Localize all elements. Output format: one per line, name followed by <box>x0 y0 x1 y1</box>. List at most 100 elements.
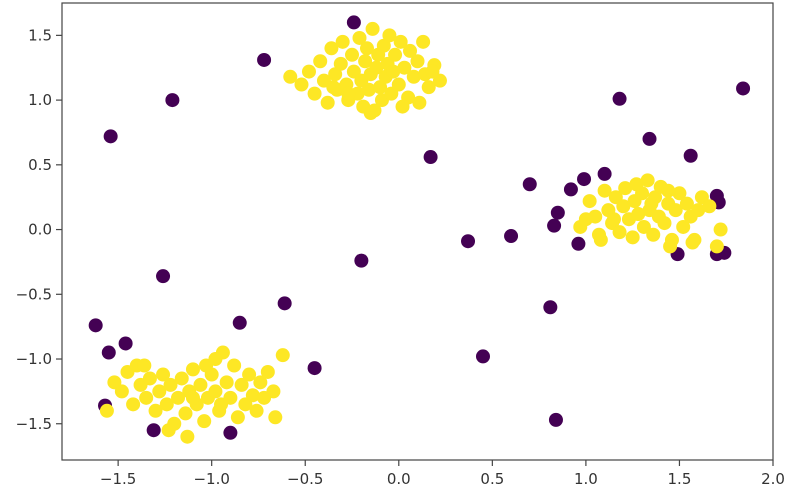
x-tick-label: 1.5 <box>668 470 692 488</box>
x-tick-label: 1.0 <box>574 470 598 488</box>
scatter-point-series-0-13 <box>550 205 565 220</box>
scatter-point-series-1-28 <box>373 80 388 95</box>
scatter-point-series-0-35 <box>146 423 161 438</box>
scatter-point-series-1-109 <box>152 384 167 399</box>
scatter-point-series-0-6 <box>736 81 751 96</box>
scatter-point-series-1-138 <box>260 364 275 379</box>
scatter-point-series-1-98 <box>644 196 659 211</box>
scatter-point-series-0-12 <box>597 166 612 181</box>
scatter-point-series-1-131 <box>234 377 249 392</box>
scatter-point-series-1-91 <box>709 239 724 254</box>
scatter-point-series-0-33 <box>548 412 563 427</box>
scatter-point-series-1-39 <box>397 60 412 75</box>
scatter-point-series-1-139 <box>266 384 281 399</box>
scatter-point-series-0-15 <box>504 229 519 244</box>
scatter-point-series-1-120 <box>193 377 208 392</box>
scatter-point-series-1-99 <box>661 183 676 198</box>
scatter-point-series-1-33 <box>382 28 397 43</box>
scatter-point-series-0-32 <box>543 300 558 315</box>
x-tick-label: 0.0 <box>387 470 411 488</box>
scatter-point-series-1-97 <box>629 177 644 192</box>
scatter-point-series-1-121 <box>197 414 212 429</box>
scatter-point-series-0-17 <box>571 236 586 251</box>
scatter-point-series-0-3 <box>103 129 118 144</box>
scatter-point-series-1-10 <box>333 56 348 71</box>
scatter-point-series-1-83 <box>676 219 691 234</box>
y-tick-label: −1.0 <box>16 350 52 368</box>
scatter-points <box>88 15 751 444</box>
scatter-point-series-1-72 <box>640 173 655 188</box>
scatter-point-series-1-21 <box>359 41 374 56</box>
scatter-point-series-1-82 <box>672 186 687 201</box>
x-tick-label: 0.5 <box>480 470 504 488</box>
x-tick-label: −0.5 <box>287 470 323 488</box>
scatter-point-series-0-23 <box>354 253 369 268</box>
scatter-point-series-1-96 <box>578 212 593 227</box>
scatter-point-series-1-26 <box>369 60 384 75</box>
scatter-point-series-0-9 <box>522 177 537 192</box>
scatter-point-series-0-26 <box>232 315 247 330</box>
scatter-point-series-1-110 <box>156 367 171 382</box>
scatter-point-series-0-7 <box>642 131 657 146</box>
scatter-point-series-1-87 <box>691 203 706 218</box>
scatter-point-series-0-1 <box>257 52 272 67</box>
y-tick-label: −0.5 <box>16 285 52 303</box>
scatter-point-series-1-127 <box>219 375 234 390</box>
scatter-point-series-1-37 <box>391 77 406 92</box>
scatter-point-series-0-24 <box>156 269 171 284</box>
scatter-point-series-1-143 <box>161 423 176 438</box>
scatter-point-series-0-14 <box>547 218 562 233</box>
axes-frame <box>61 2 774 461</box>
scatter-point-series-1-92 <box>685 235 700 250</box>
x-axis-ticks: −1.5 −1.0 −0.5 0.0 0.5 1.0 1.5 2.0 <box>100 460 785 488</box>
scatter-point-series-1-89 <box>702 199 717 214</box>
scatter-point-series-1-140 <box>275 348 290 363</box>
scatter-point-series-1-118 <box>185 362 200 377</box>
scatter-point-series-0-31 <box>475 349 490 364</box>
scatter-point-series-1-56 <box>582 194 597 209</box>
x-tick-label: −1.5 <box>100 470 136 488</box>
scatter-point-series-1-95 <box>593 232 608 247</box>
scatter-point-series-1-0 <box>283 69 298 84</box>
scatter-point-series-1-130 <box>230 410 245 425</box>
scatter-point-series-1-41 <box>403 43 418 58</box>
scatter-point-series-1-107 <box>142 371 157 386</box>
scatter-point-series-1-36 <box>388 47 403 62</box>
scatter-point-series-1-24 <box>365 21 380 36</box>
scatter-point-series-0-28 <box>101 345 116 360</box>
scatter-point-series-1-67 <box>625 230 640 245</box>
scatter-point-series-1-54 <box>425 64 440 79</box>
scatter-point-series-1-63 <box>612 225 627 240</box>
scatter-point-series-1-141 <box>268 410 283 425</box>
scatter-point-series-0-27 <box>88 318 103 333</box>
scatter-point-series-0-29 <box>118 336 133 351</box>
scatter-point-series-1-8 <box>328 67 343 82</box>
scatter-point-series-1-149 <box>214 397 229 412</box>
scatter-point-series-1-22 <box>361 82 376 97</box>
scatter-point-series-1-44 <box>412 95 427 110</box>
scatter-point-series-1-134 <box>245 388 260 403</box>
scatter-point-series-1-51 <box>363 106 378 121</box>
scatter-point-series-1-14 <box>345 47 360 62</box>
scatter-point-series-1-17 <box>352 30 367 45</box>
scatter-point-series-0-30 <box>307 361 322 376</box>
scatter-point-series-1-106 <box>139 390 154 405</box>
scatter-point-series-0-5 <box>612 91 627 106</box>
scatter-point-series-1-124 <box>208 384 223 399</box>
scatter-point-series-1-114 <box>171 390 186 405</box>
x-tick-label: −1.0 <box>193 470 229 488</box>
scatter-point-series-1-64 <box>616 199 631 214</box>
scatter-point-series-1-81 <box>668 203 683 218</box>
scatter-point-series-1-42 <box>406 69 421 84</box>
scatter-point-series-1-7 <box>324 41 339 56</box>
scatter-point-series-1-48 <box>416 34 431 49</box>
y-axis-ticks: 1.5 1.0 0.5 0.0 −0.5 −1.0 −1.5 <box>16 26 62 433</box>
scatter-point-series-1-46 <box>421 80 436 95</box>
scatter-point-series-1-129 <box>227 358 242 373</box>
scatter-point-series-1-136 <box>253 375 268 390</box>
scatter-point-series-1-52 <box>395 99 410 114</box>
y-tick-label: 0.5 <box>28 156 52 174</box>
scatter-point-series-1-11 <box>335 34 350 49</box>
scatter-point-series-1-103 <box>126 397 141 412</box>
